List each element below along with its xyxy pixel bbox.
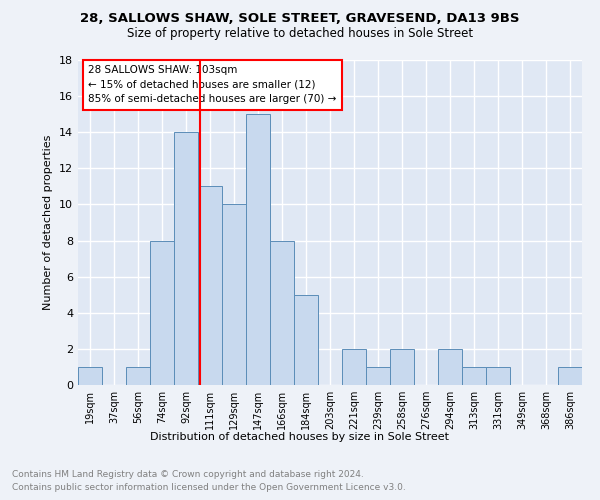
- Bar: [294, 294, 318, 385]
- Bar: [486, 367, 510, 385]
- Text: Contains HM Land Registry data © Crown copyright and database right 2024.: Contains HM Land Registry data © Crown c…: [12, 470, 364, 479]
- Bar: [366, 367, 390, 385]
- Bar: [390, 349, 414, 385]
- Text: 28, SALLOWS SHAW, SOLE STREET, GRAVESEND, DA13 9BS: 28, SALLOWS SHAW, SOLE STREET, GRAVESEND…: [80, 12, 520, 26]
- Bar: [270, 240, 294, 385]
- Bar: [438, 349, 462, 385]
- Bar: [342, 349, 366, 385]
- Bar: [198, 186, 222, 385]
- Text: 28 SALLOWS SHAW: 103sqm
← 15% of detached houses are smaller (12)
85% of semi-de: 28 SALLOWS SHAW: 103sqm ← 15% of detache…: [88, 65, 337, 104]
- Text: Size of property relative to detached houses in Sole Street: Size of property relative to detached ho…: [127, 28, 473, 40]
- Bar: [558, 367, 582, 385]
- Bar: [174, 132, 198, 385]
- Bar: [246, 114, 270, 385]
- Bar: [126, 367, 150, 385]
- Text: Distribution of detached houses by size in Sole Street: Distribution of detached houses by size …: [151, 432, 449, 442]
- Bar: [222, 204, 246, 385]
- Bar: [462, 367, 486, 385]
- Y-axis label: Number of detached properties: Number of detached properties: [43, 135, 53, 310]
- Bar: [150, 240, 174, 385]
- Text: Contains public sector information licensed under the Open Government Licence v3: Contains public sector information licen…: [12, 483, 406, 492]
- Bar: [78, 367, 102, 385]
